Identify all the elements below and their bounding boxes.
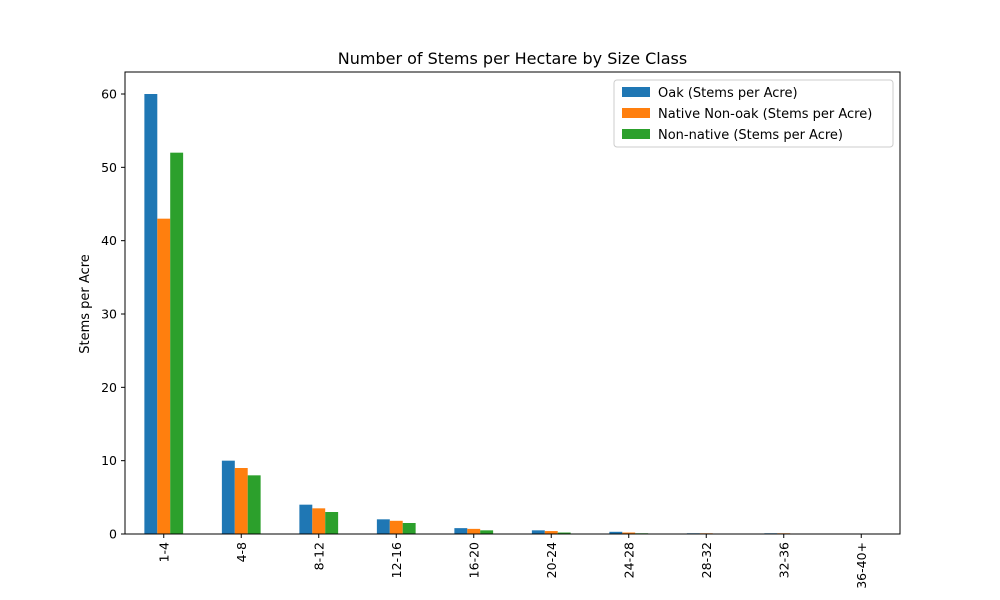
y-tick-label: 0 <box>109 527 117 542</box>
bar-1-16-20 <box>467 528 481 534</box>
bars-group <box>144 94 791 535</box>
bar-1-20-24 <box>544 531 558 534</box>
bar-0-1-4 <box>144 94 158 534</box>
bar-0-8-12 <box>299 504 313 534</box>
bar-2-1-4 <box>170 152 184 535</box>
bar-1-4-8 <box>234 468 248 534</box>
chart-title: Number of Stems per Hectare by Size Clas… <box>338 49 687 68</box>
x-tick-label: 24-28 <box>621 542 636 578</box>
bar-1-24-28 <box>622 532 636 534</box>
legend-label: Non-native (Stems per Acre) <box>658 128 843 143</box>
x-tick-label: 12-16 <box>389 542 404 578</box>
x-tick-label: 32-36 <box>776 542 791 578</box>
y-tick-label: 60 <box>101 87 117 102</box>
bar-2-20-24 <box>557 532 571 534</box>
bar-0-4-8 <box>221 460 235 534</box>
bar-1-8-12 <box>312 508 326 534</box>
x-tick-label: 36-40+ <box>854 542 869 589</box>
legend-box <box>613 79 894 148</box>
bar-0-12-16 <box>376 519 390 534</box>
plot-frame <box>124 71 901 535</box>
x-axis-ticks: 1-4 4-8 8-12 12-16 16-20 20-24 24-28 28-32 32-36… <box>156 534 869 589</box>
bar-0-20-24 <box>531 530 545 534</box>
bar-2-12-16 <box>402 523 416 534</box>
bar-1-1-4 <box>157 218 171 535</box>
legend-swatch <box>622 87 650 97</box>
x-tick-label: 28-32 <box>699 542 714 578</box>
bar-1-12-16 <box>389 520 403 534</box>
y-tick-label: 10 <box>101 453 117 468</box>
y-tick-label: 40 <box>101 233 117 248</box>
y-tick-label: 20 <box>101 380 117 395</box>
x-tick-label: 1-4 <box>156 542 171 562</box>
bar-0-24-28 <box>609 531 623 534</box>
legend-label: Oak (Stems per Acre) <box>658 86 798 101</box>
x-tick-label: 4-8 <box>234 542 249 562</box>
y-tick-label: 30 <box>101 307 117 322</box>
y-tick-label: 50 <box>101 160 117 175</box>
legend-label: Native Non-oak (Stems per Acre) <box>658 107 872 122</box>
bar-2-8-12 <box>325 512 339 534</box>
y-axis-ticks: 0 10 20 30 40 50 60 <box>101 87 125 542</box>
bar-0-16-20 <box>454 528 468 534</box>
x-tick-label: 8-12 <box>311 542 326 570</box>
y-axis-label: Stems per Acre <box>78 254 93 354</box>
x-tick-label: 20-24 <box>544 542 559 578</box>
legend-swatch <box>622 129 650 139</box>
x-tick-label: 16-20 <box>466 542 481 578</box>
legend: Oak (Stems per Acre) Native Non-oak (Stem… <box>613 79 894 148</box>
bar-2-4-8 <box>247 475 261 534</box>
legend-swatch <box>622 108 650 118</box>
bar-2-16-20 <box>480 530 494 534</box>
